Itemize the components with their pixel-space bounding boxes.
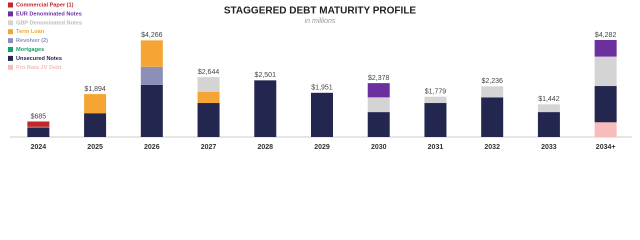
x-tick-label: 2031 — [428, 144, 444, 151]
legend-swatch — [8, 64, 13, 70]
bar-segment — [140, 66, 163, 85]
bar-segment — [537, 104, 560, 113]
legend-label: GBP Denominated Notes — [16, 20, 82, 26]
bar-segment — [594, 56, 617, 87]
bar-segment — [481, 86, 504, 98]
x-tick-label: 2034+ — [596, 144, 616, 151]
total-label: $2,501 — [255, 72, 277, 79]
legend-label: Revolver (2) — [16, 38, 48, 44]
x-tick-label: 2030 — [371, 144, 387, 151]
legend-label: Unsecured Notes — [16, 56, 62, 62]
bar-segment — [84, 94, 107, 114]
total-label: $1,779 — [425, 89, 447, 96]
x-tick-label: 2026 — [144, 144, 160, 151]
bar-segment — [27, 126, 50, 128]
x-tick-label: 2033 — [541, 144, 557, 151]
bar-segment — [424, 96, 447, 104]
total-label: $4,266 — [141, 32, 163, 39]
legend-swatch — [8, 38, 13, 44]
x-tick-label: 2028 — [257, 144, 273, 151]
bar-segment — [197, 77, 220, 92]
x-tick-label: 2024 — [31, 144, 47, 151]
chart-title: STAGGERED DEBT MATURITY PROFILE — [224, 6, 417, 17]
bar-segment — [197, 91, 220, 104]
legend-swatch — [8, 11, 13, 17]
legend-label: Mortgages — [16, 47, 44, 53]
bar-segment — [84, 113, 107, 137]
bar-segment — [197, 103, 220, 137]
total-label: $4,282 — [595, 32, 617, 39]
bar-segment — [27, 121, 50, 127]
bar-segment — [311, 92, 333, 137]
legend-label: Pro Rata JV Debt — [16, 65, 62, 71]
bar-segment — [254, 80, 277, 137]
total-label: $2,644 — [198, 69, 220, 76]
legend-label: Commercial Paper (1) — [16, 2, 74, 8]
x-tick-label: 2032 — [484, 144, 500, 151]
bar-segment — [367, 97, 390, 113]
bar-segment — [594, 86, 617, 123]
total-label: $685 — [31, 113, 47, 120]
total-label: $1,894 — [84, 86, 106, 93]
legend-swatch — [8, 2, 13, 8]
legend-swatch — [8, 20, 13, 26]
total-label: $2,378 — [368, 75, 390, 82]
bar-segment — [537, 112, 560, 137]
bar-segment — [140, 84, 163, 137]
bar-segment — [27, 127, 50, 137]
chart: STAGGERED DEBT MATURITY PROFILE in milli… — [8, 2, 632, 151]
legend-swatch — [8, 29, 13, 35]
legend-swatch — [8, 55, 13, 61]
x-tick-label: 2027 — [201, 144, 217, 151]
bar-segment — [594, 122, 617, 137]
bar-segment — [481, 97, 504, 137]
bar-segment — [367, 83, 390, 98]
legend-swatch — [8, 47, 13, 52]
bar-segment — [140, 40, 163, 67]
legend-label: EUR Denominated Notes — [16, 11, 82, 17]
x-tick-label: 2029 — [314, 144, 330, 151]
bar-segment — [424, 103, 447, 137]
x-tick-label: 2025 — [87, 144, 103, 151]
bar-segment — [367, 112, 390, 137]
legend-label: Term Loan — [16, 29, 45, 35]
chart-subtitle: in millions — [305, 18, 336, 25]
total-label: $2,236 — [481, 78, 503, 85]
total-label: $1,442 — [538, 96, 560, 103]
bar-segment — [594, 40, 617, 57]
total-label: $1,951 — [311, 85, 333, 92]
